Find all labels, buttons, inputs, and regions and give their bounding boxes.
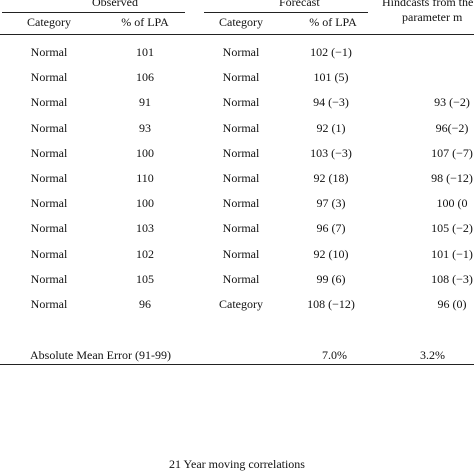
hindcast-cell: 108 (−3) <box>431 272 473 286</box>
footer-label: Absolute Mean Error (91-99) <box>30 348 171 362</box>
forecast-category-cell: Normal <box>222 196 260 210</box>
group-header-hindcasts-subtitle: parameter m <box>402 10 463 24</box>
hindcast-cell: 107 (−7) <box>431 146 473 160</box>
observed-category-cell: Normal <box>30 297 68 311</box>
forecast-group-rule <box>204 12 368 13</box>
group-header-observed: Observed <box>92 0 138 9</box>
forecast-category-cell: Normal <box>222 45 260 59</box>
hindcast-cell: 96 (0) <box>437 297 467 311</box>
forecast-category-cell: Normal <box>222 221 260 235</box>
hindcast-cell: 93 (−2) <box>434 95 470 109</box>
observed-lpa-cell: 101 <box>136 45 154 59</box>
observed-lpa-cell: 105 <box>136 272 154 286</box>
forecast-category-cell: Normal <box>222 95 260 109</box>
forecast-category-cell: Category <box>219 297 263 311</box>
forecast-category-cell: Normal <box>222 146 260 160</box>
forecast-lpa-cell: 92 (10) <box>313 247 349 261</box>
forecast-lpa-cell: 108 (−12) <box>307 297 355 311</box>
observed-category-cell: Normal <box>30 146 68 160</box>
group-header-forecast: Forecast <box>279 0 320 9</box>
observed-lpa-cell: 100 <box>136 196 154 210</box>
header-rule <box>0 34 474 35</box>
forecast-lpa-cell: 92 (1) <box>316 121 346 135</box>
table-bottom-rule <box>0 364 474 365</box>
column-header-observed-category: Category <box>27 15 71 29</box>
hindcast-cell: 98 (−12) <box>431 171 473 185</box>
column-header-forecast-lpa: % of LPA <box>309 15 357 29</box>
hindcast-cell: 96(−2) <box>435 121 469 135</box>
forecast-lpa-cell: 92 (18) <box>313 171 349 185</box>
observed-lpa-cell: 96 <box>139 297 151 311</box>
forecast-category-cell: Normal <box>222 272 260 286</box>
observed-category-cell: Normal <box>30 196 68 210</box>
observed-lpa-cell: 100 <box>136 146 154 160</box>
observed-category-cell: Normal <box>30 121 68 135</box>
observed-lpa-cell: 106 <box>136 70 154 84</box>
observed-category-cell: Normal <box>30 171 68 185</box>
forecast-category-cell: Normal <box>222 121 260 135</box>
forecast-lpa-cell: 96 (7) <box>316 221 346 235</box>
observed-category-cell: Normal <box>30 272 68 286</box>
observed-category-cell: Normal <box>30 45 68 59</box>
footer-forecast-value: 7.0% <box>322 348 347 362</box>
observed-category-cell: Normal <box>30 221 68 235</box>
figure-caption: 21 Year moving correlations <box>169 457 305 471</box>
observed-lpa-cell: 93 <box>139 121 151 135</box>
forecast-lpa-cell: 97 (3) <box>316 196 346 210</box>
forecast-lpa-cell: 99 (6) <box>316 272 346 286</box>
observed-lpa-cell: 91 <box>139 95 151 109</box>
observed-lpa-cell: 110 <box>136 171 154 185</box>
footer-hindcast-value: 3.2% <box>420 348 445 362</box>
observed-group-rule <box>2 12 185 13</box>
observed-category-cell: Normal <box>30 70 68 84</box>
forecast-category-cell: Normal <box>222 247 260 261</box>
hindcast-cell: 100 (0 <box>436 196 468 210</box>
observed-category-cell: Normal <box>30 247 68 261</box>
hindcast-cell: 101 (−1) <box>431 247 473 261</box>
hindcast-cell: 105 (−2) <box>431 221 473 235</box>
observed-category-cell: Normal <box>30 95 68 109</box>
forecast-category-cell: Normal <box>222 70 260 84</box>
forecast-lpa-cell: 94 (−3) <box>313 95 349 109</box>
column-header-forecast-category: Category <box>219 15 263 29</box>
observed-lpa-cell: 103 <box>136 221 154 235</box>
forecast-lpa-cell: 102 (−1) <box>310 45 352 59</box>
column-header-observed-lpa: % of LPA <box>121 15 169 29</box>
forecast-lpa-cell: 103 (−3) <box>310 146 352 160</box>
forecast-category-cell: Normal <box>222 171 260 185</box>
forecast-lpa-cell: 101 (5) <box>313 70 349 84</box>
group-header-hindcasts: Hindcasts from the <box>382 0 474 9</box>
observed-lpa-cell: 102 <box>136 247 154 261</box>
